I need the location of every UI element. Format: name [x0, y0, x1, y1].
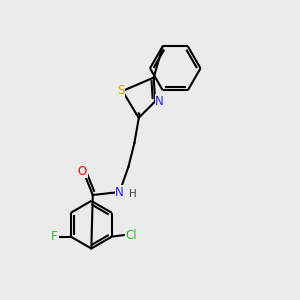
Text: F: F [51, 230, 58, 243]
Text: N: N [115, 185, 124, 199]
Text: O: O [78, 165, 87, 178]
Text: H: H [129, 188, 137, 199]
Text: S: S [117, 85, 125, 98]
Text: Cl: Cl [125, 229, 137, 242]
Text: N: N [155, 95, 164, 108]
